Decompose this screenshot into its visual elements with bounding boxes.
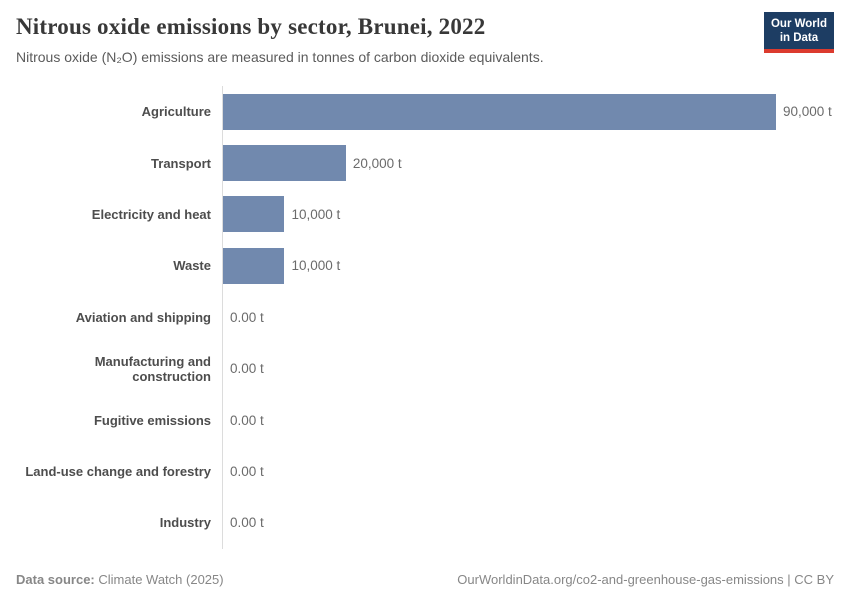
- chart-row: Waste 10,000 t: [16, 240, 834, 291]
- chart-row: Aviation and shipping 0.00 t: [16, 292, 834, 343]
- chart-row: Manufacturing and construction 0.00 t: [16, 343, 834, 394]
- y-axis-line: [222, 86, 223, 549]
- value-label: 10,000 t: [291, 258, 341, 274]
- bar-chart: Agriculture 90,000 t Transport 20,000 t Elec…: [16, 86, 834, 549]
- category-label: Manufacturing and construction: [94, 353, 211, 384]
- owid-logo-line2: in Data: [779, 32, 819, 44]
- bar-area: 20,000 t: [222, 137, 834, 188]
- chart-footer: Data source: Climate Watch (2025) OurWor…: [16, 572, 834, 587]
- value-label: 0.00 t: [230, 463, 264, 479]
- bar-area: 10,000 t: [222, 189, 834, 240]
- category-label: Agriculture: [141, 104, 211, 120]
- chart-row: Agriculture 90,000 t: [16, 86, 834, 137]
- bar[interactable]: [223, 93, 776, 130]
- data-source-value: Climate Watch (2025): [94, 572, 224, 587]
- chart-rows: Agriculture 90,000 t Transport 20,000 t Elec…: [16, 86, 834, 549]
- chart-title: Nitrous oxide emissions by sector, Brune…: [16, 14, 486, 39]
- value-label: 20,000 t: [352, 155, 402, 171]
- owid-logo: Our World in Data: [763, 12, 834, 53]
- chart-row: Land-use change and forestry 0.00 t: [16, 446, 834, 497]
- chart-row: Transport 20,000 t: [16, 137, 834, 188]
- category-label: Land-use change and forestry: [25, 463, 211, 479]
- value-label: 90,000 t: [783, 104, 832, 120]
- bar-area: 0.00 t: [222, 292, 834, 343]
- bar-area: 0.00 t: [222, 343, 834, 394]
- category-label: Aviation and shipping: [75, 309, 211, 325]
- data-source-label: Data source:: [16, 572, 95, 587]
- category-label: Industry: [159, 515, 211, 531]
- bar-area: 90,000 t: [222, 86, 834, 137]
- value-label: 0.00 t: [230, 361, 264, 377]
- bar-area: 10,000 t: [222, 240, 834, 291]
- data-source: Data source: Climate Watch (2025): [16, 572, 224, 587]
- category-label: Electricity and heat: [91, 206, 211, 222]
- chart-row: Electricity and heat 10,000 t: [16, 189, 834, 240]
- category-label: Fugitive emissions: [93, 412, 211, 428]
- bar[interactable]: [223, 247, 285, 284]
- value-label: 10,000 t: [291, 206, 341, 222]
- category-label: Waste: [173, 258, 211, 274]
- chart-subtitle: Nitrous oxide (N₂O) emissions are measur…: [16, 49, 544, 65]
- bar[interactable]: [223, 145, 346, 182]
- bar-area: 0.00 t: [222, 394, 834, 445]
- owid-url-link[interactable]: OurWorldinData.org/co2-and-greenhouse-ga…: [457, 572, 834, 587]
- owid-logo-line1: Our World: [770, 18, 827, 30]
- category-label: Transport: [151, 155, 211, 171]
- bar-area: 0.00 t: [222, 497, 834, 548]
- chart-row: Industry 0.00 t: [16, 497, 834, 548]
- value-label: 0.00 t: [230, 412, 264, 428]
- chart-header: Nitrous oxide emissions by sector, Brune…: [0, 0, 850, 65]
- value-label: 0.00 t: [230, 515, 264, 531]
- value-label: 0.00 t: [230, 309, 264, 325]
- bar-area: 0.00 t: [222, 446, 834, 497]
- bar[interactable]: [223, 196, 285, 233]
- chart-row: Fugitive emissions 0.00 t: [16, 394, 834, 445]
